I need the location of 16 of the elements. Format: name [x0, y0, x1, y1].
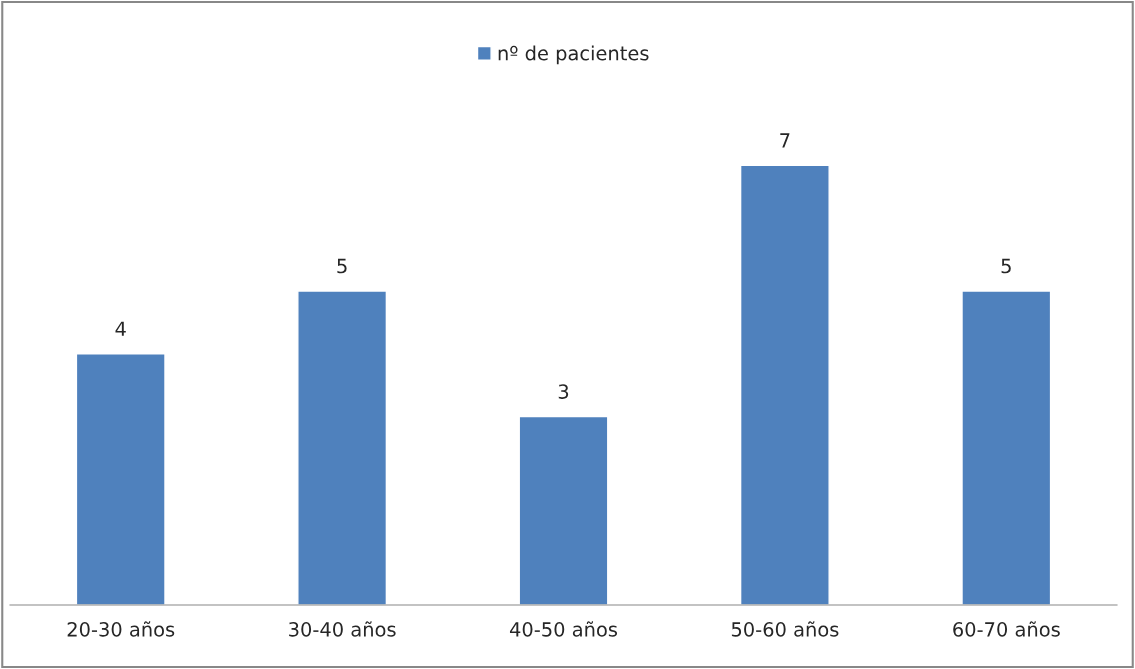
x-tick-label: 50-60 años [731, 621, 839, 637]
bar [518, 415, 609, 605]
data-label: 5 [337, 258, 347, 274]
bar [739, 164, 830, 605]
data-label: 5 [1001, 258, 1011, 274]
legend-label: nº de pacientes [498, 45, 649, 65]
bar [75, 353, 166, 605]
data-label: 7 [780, 133, 790, 148]
data-label: 3 [558, 384, 569, 399]
x-tick-label: 60-70 años [953, 621, 1060, 637]
x-tick-label: 40-50 años [509, 621, 618, 637]
x-tick-label: 20-30 años [67, 621, 175, 637]
data-label: 4 [115, 321, 126, 336]
bar [297, 290, 388, 605]
bar [961, 290, 1052, 605]
x-tick-label: 30-40 años [289, 621, 396, 637]
